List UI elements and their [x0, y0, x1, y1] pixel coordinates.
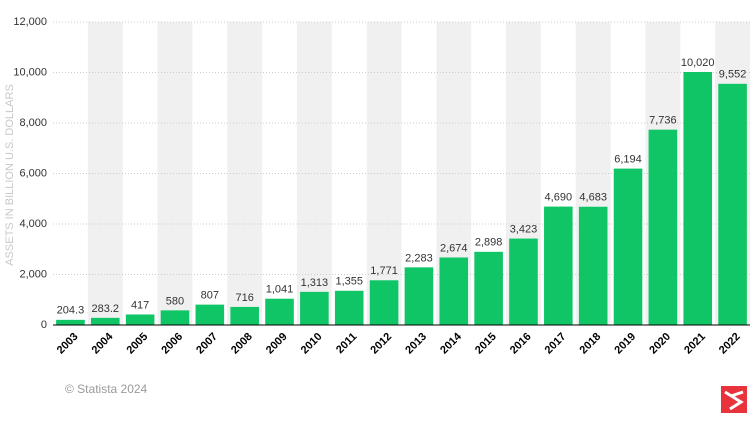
- bar: [334, 290, 364, 325]
- bar: [718, 83, 747, 325]
- value-label: 1,041: [266, 284, 294, 296]
- value-label: 6,194: [614, 154, 642, 166]
- value-label: 2,674: [440, 242, 468, 254]
- bar: [90, 317, 120, 325]
- bar: [683, 71, 713, 326]
- band-shade: [227, 22, 263, 325]
- value-label: 1,771: [370, 265, 398, 277]
- value-label: 1,355: [335, 276, 363, 288]
- x-tick-label: 2006: [159, 331, 185, 357]
- bar: [265, 298, 294, 325]
- bar: [439, 257, 469, 325]
- x-tick-label: 2009: [264, 331, 290, 357]
- x-tick-label: 2004: [90, 330, 116, 356]
- band-shade: [157, 22, 193, 325]
- y-tick-label: 6,000: [19, 167, 47, 179]
- bar: [369, 280, 399, 325]
- value-label: 2,898: [475, 237, 503, 249]
- bar: [613, 168, 643, 325]
- value-label: 10,020: [681, 57, 715, 69]
- bar: [56, 319, 85, 325]
- source: © Statista 2024: [65, 382, 148, 396]
- x-tick-label: 2016: [508, 331, 534, 357]
- x-tick-label: 2020: [647, 331, 673, 357]
- value-label: 7,736: [649, 115, 677, 127]
- bar: [195, 304, 225, 325]
- bar: [578, 206, 608, 325]
- y-tick-label: 2,000: [19, 268, 47, 280]
- bar: [474, 251, 503, 325]
- y-tick-label: 8,000: [19, 117, 47, 129]
- bar: [125, 314, 155, 325]
- y-tick-label: 12,000: [13, 16, 47, 28]
- value-label: 204.3: [57, 305, 85, 317]
- x-tick-label: 2012: [368, 331, 394, 357]
- y-axis-label: ASSETS IN BILLION U.S. DOLLARS: [4, 84, 16, 266]
- bar: [509, 238, 538, 325]
- bar: [648, 129, 678, 325]
- y-tick-label: 10,000: [13, 66, 47, 78]
- value-label: 807: [201, 290, 219, 302]
- bar: [544, 206, 573, 325]
- logo: [721, 386, 747, 413]
- x-tick-label: 2010: [299, 331, 325, 357]
- value-label: 716: [235, 292, 253, 304]
- value-label: 3,423: [510, 223, 538, 235]
- value-label: 283.2: [92, 303, 120, 315]
- y-tick-label: 4,000: [19, 218, 47, 230]
- x-tick-label: 2018: [578, 331, 604, 357]
- x-tick-label: 2011: [334, 331, 359, 356]
- x-tick-label: 2008: [229, 331, 255, 357]
- bar: [160, 310, 190, 325]
- value-label: 1,313: [301, 277, 329, 289]
- value-label: 9,552: [719, 69, 747, 81]
- value-label: 580: [166, 295, 184, 307]
- x-tick-label: 2003: [55, 331, 81, 357]
- value-label: 4,683: [579, 192, 607, 204]
- x-tick-label: 2021: [682, 331, 708, 357]
- value-label: 4,690: [545, 191, 573, 203]
- x-tick-label: 2013: [403, 331, 429, 357]
- bar: [230, 306, 259, 325]
- band-shade: [87, 22, 123, 325]
- bar: [300, 291, 329, 325]
- value-label: 417: [131, 299, 149, 311]
- value-label: 2,283: [405, 252, 433, 264]
- x-tick-label: 2017: [543, 331, 569, 357]
- bar: [404, 267, 434, 325]
- x-tick-label: 2015: [473, 331, 499, 357]
- x-tick-label: 2019: [612, 331, 638, 357]
- x-tick-label: 2022: [717, 331, 743, 357]
- x-tick-label: 2005: [125, 331, 151, 357]
- x-tick-label: 2014: [438, 330, 464, 356]
- y-tick-label: 0: [41, 319, 47, 331]
- x-tick-label: 2007: [194, 331, 220, 357]
